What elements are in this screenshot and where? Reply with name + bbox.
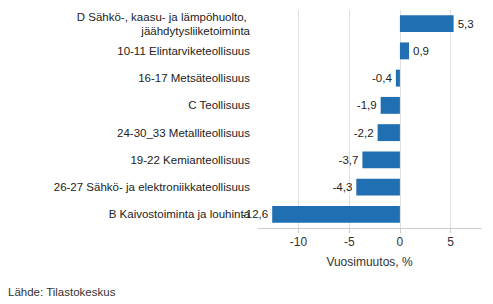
svg-text:D Sähkö-, kaasu- ja lämpöhuolt: D Sähkö-, kaasu- ja lämpöhuolto, [77, 11, 250, 23]
svg-text:0: 0 [397, 235, 404, 249]
svg-text:0,9: 0,9 [413, 45, 429, 57]
svg-text:5: 5 [447, 235, 454, 249]
svg-text:B Kaivostoiminta ja louhinta: B Kaivostoiminta ja louhinta [109, 208, 251, 220]
svg-text:C Teollisuus: C Teollisuus [188, 99, 250, 111]
svg-text:16-17 Metsäteollisuus: 16-17 Metsäteollisuus [138, 72, 250, 84]
svg-text:10-11 Elintarviketeollisuus: 10-11 Elintarviketeollisuus [117, 45, 250, 57]
svg-text:-10: -10 [290, 235, 308, 249]
svg-text:-5: -5 [344, 235, 355, 249]
svg-text:-1,9: -1,9 [357, 99, 377, 111]
svg-text:5,3: 5,3 [458, 18, 474, 30]
svg-text:24-30_33 Metalliteollisuus: 24-30_33 Metalliteollisuus [117, 127, 250, 139]
svg-text:19-22 Kemianteollisuus: 19-22 Kemianteollisuus [130, 154, 250, 166]
svg-text:-4,3: -4,3 [332, 181, 352, 193]
svg-text:Vuosimuutos, %: Vuosimuutos, % [326, 255, 413, 269]
svg-text:-0,4: -0,4 [372, 72, 392, 84]
svg-text:jäähdytysliiketoiminta: jäähdytysliiketoiminta [140, 25, 250, 37]
svg-text:-2,2: -2,2 [354, 127, 374, 139]
svg-text:-3,7: -3,7 [339, 154, 359, 166]
svg-text:26-27 Sähkö- ja elektroniikkat: 26-27 Sähkö- ja elektroniikkateollisuus [54, 181, 250, 193]
svg-text:-12,6: -12,6 [242, 208, 268, 220]
svg-text:Lähde: Tilastokeskus: Lähde: Tilastokeskus [8, 286, 116, 298]
